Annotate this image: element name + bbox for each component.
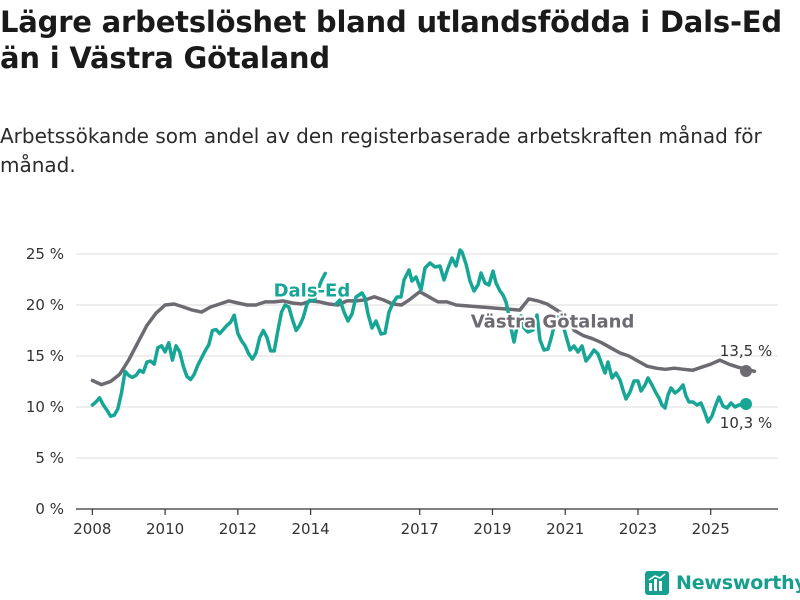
x-tick-label: 2023: [619, 520, 657, 538]
y-tick-label: 10 %: [26, 398, 64, 416]
x-tick-label: 2019: [473, 520, 511, 538]
chart-subtitle: Arbetssökande som andel av den registerb…: [0, 124, 762, 177]
x-tick-label: 2014: [292, 520, 330, 538]
gridlines: [76, 253, 778, 459]
series-label-vastra-gotaland: Västra Götaland: [471, 311, 635, 332]
y-tick-label: 0 %: [35, 500, 64, 518]
x-tick-label: 2017: [401, 520, 439, 538]
series-label-dals-ed: Dals-Ed: [274, 281, 351, 302]
series-line-dals-ed-continued: [334, 248, 748, 424]
end-point-vastra-gotaland: [740, 365, 752, 377]
y-tick-label: 20 %: [26, 296, 64, 314]
chart-title: Lägre arbetslöshet bland utlandsfödda i …: [0, 5, 782, 75]
x-tick-label: 2021: [546, 520, 584, 538]
x-tick-label: 2012: [219, 520, 257, 538]
series-lines: [90, 248, 757, 424]
brand: Newsworthy: [645, 568, 800, 598]
bar-chart-logo-icon: [645, 571, 669, 595]
axes: 0 % 5 % 10 % 15 % 20 % 25 % 2008 2010 2012 2014 20…: [26, 245, 778, 538]
end-point-dals-ed: [740, 398, 752, 410]
series-line-dals-ed: [90, 271, 327, 418]
x-tick-label: 2025: [692, 520, 730, 538]
end-label-vastra-gotaland: 13,5 %: [720, 342, 772, 360]
x-tick-label: 2010: [146, 520, 184, 538]
series-line-vastra-gotaland: [90, 289, 757, 387]
brand-name: Newsworthy: [676, 572, 800, 594]
y-tick-label: 15 %: [26, 347, 64, 365]
annotations: 13,5 % 10,3 % Dals-Ed Västra Götaland: [272, 279, 773, 432]
end-label-dals-ed: 10,3 %: [720, 414, 772, 432]
x-tick-label: 2008: [73, 520, 111, 538]
y-tick-label: 5 %: [35, 449, 64, 467]
y-tick-label: 25 %: [26, 245, 64, 263]
